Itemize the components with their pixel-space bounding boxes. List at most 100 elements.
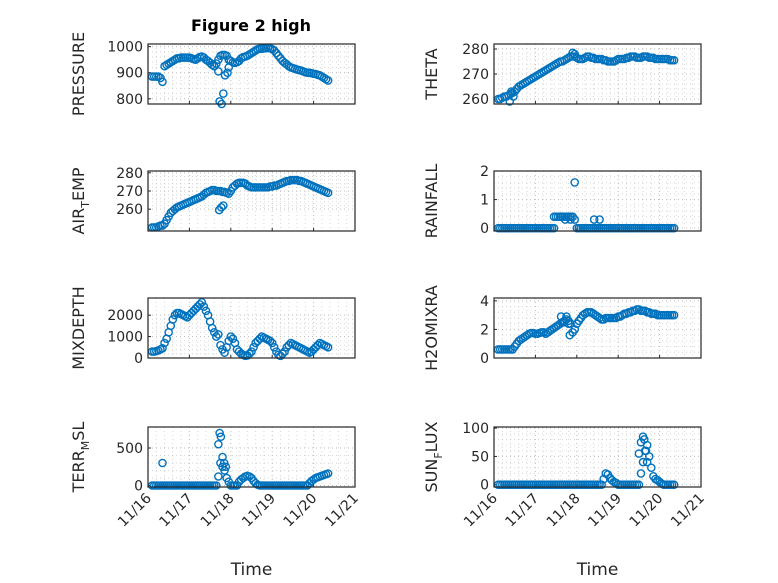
y-axis-label: RAINFALL <box>422 164 441 239</box>
subplot-terr-msl: 0 500 TERRMSL <box>69 422 356 495</box>
data-point <box>570 178 580 187</box>
data-point <box>323 188 333 198</box>
data-point <box>215 428 224 438</box>
data-point <box>228 334 238 344</box>
data-point <box>224 63 234 72</box>
data-point <box>570 49 580 59</box>
y-tick-label: 0 <box>134 351 143 367</box>
data-point <box>212 481 221 490</box>
data-point <box>220 71 230 80</box>
y-axis-label: MIXDEPTH <box>69 286 88 369</box>
data-point <box>323 469 333 478</box>
data-point <box>197 297 207 307</box>
subplot-rainfall: 0 1 2 RAINFALL <box>422 164 702 239</box>
data-point <box>669 55 679 65</box>
y-tick-label: 2 <box>480 164 489 180</box>
data-point <box>249 342 258 352</box>
data-point <box>269 342 279 352</box>
axes-box <box>493 170 702 232</box>
data-point <box>669 310 679 320</box>
data-point <box>158 344 167 353</box>
data-point <box>636 469 646 478</box>
y-axis-label: SUNFLUX <box>422 421 445 492</box>
data-point <box>634 305 644 314</box>
data-point <box>638 457 648 467</box>
data-point <box>280 347 289 356</box>
data-point <box>247 347 256 356</box>
y-tick-label: 4 <box>480 294 489 310</box>
y-tick-label: 800 <box>116 92 143 108</box>
data-point <box>284 340 294 350</box>
data-point <box>245 349 254 359</box>
data-point <box>313 340 323 350</box>
y-axis-label: TERRMSL <box>69 422 92 494</box>
data-point <box>644 307 654 317</box>
axes-box <box>493 426 702 488</box>
x-tick-label: 11/21 <box>322 491 362 531</box>
data-point <box>215 97 224 106</box>
x-tick-label: 11/19 <box>585 491 625 531</box>
data-point <box>580 309 590 319</box>
data-point <box>216 432 226 442</box>
data-point <box>218 452 227 462</box>
x-tick-label: 11/17 <box>156 491 196 531</box>
data-point <box>630 306 640 316</box>
y-tick-label: 2 <box>480 322 489 338</box>
data-point <box>599 315 609 324</box>
data-point <box>269 46 279 55</box>
data-point <box>669 480 679 490</box>
axes-box <box>147 43 356 105</box>
data-point <box>216 203 226 212</box>
y-tick-label: 260 <box>462 92 489 108</box>
y-tick-label: 270 <box>116 184 143 200</box>
data-point <box>634 449 644 458</box>
data-point <box>566 215 575 224</box>
data-point <box>278 349 287 359</box>
data-point <box>212 332 221 341</box>
x-tick-label: 11/18 <box>198 491 238 531</box>
y-tick-label: 1000 <box>107 330 143 346</box>
x-axis-label: Time <box>230 560 273 580</box>
x-tick-label: 11/17 <box>502 491 542 531</box>
data-point <box>214 330 223 339</box>
data-point <box>510 87 520 96</box>
data-point <box>274 51 283 61</box>
axes-box <box>493 297 702 359</box>
x-tick-label: 11/16 <box>115 490 155 530</box>
y-tick-label: 1000 <box>107 40 143 56</box>
data-point <box>267 338 277 348</box>
x-tick-label: 11/20 <box>281 491 321 531</box>
y-tick-label: 0 <box>480 221 489 237</box>
axes-box <box>147 426 356 488</box>
data-point <box>595 313 604 323</box>
y-tick-label: 0 <box>480 478 489 494</box>
data-point <box>221 462 231 472</box>
data-point <box>209 61 219 71</box>
y-axis-label: AIRTEMP <box>69 167 92 234</box>
data-point <box>219 201 228 210</box>
subplot-pressure: 800 900 1000 PRESSURE <box>69 32 356 116</box>
plot-area <box>494 298 701 358</box>
data-point <box>565 330 575 340</box>
axes-box <box>147 170 356 232</box>
x-tick-label: 11/16 <box>461 490 501 530</box>
data-point <box>570 215 580 224</box>
data-point <box>265 336 275 346</box>
y-tick-label: 1 <box>480 193 489 209</box>
data-point <box>199 302 209 311</box>
data-point <box>272 48 281 58</box>
x-tick-label: 11/21 <box>668 491 708 531</box>
plot-area <box>494 427 701 487</box>
data-point <box>238 473 248 483</box>
data-point <box>549 212 559 222</box>
x-tick-label: 11/18 <box>544 491 584 531</box>
data-point <box>570 325 580 334</box>
y-axis-label: THETA <box>422 48 441 100</box>
data-point <box>195 300 205 309</box>
data-point <box>507 87 516 96</box>
data-point <box>651 309 660 319</box>
data-point <box>223 68 232 77</box>
data-point <box>160 338 169 348</box>
